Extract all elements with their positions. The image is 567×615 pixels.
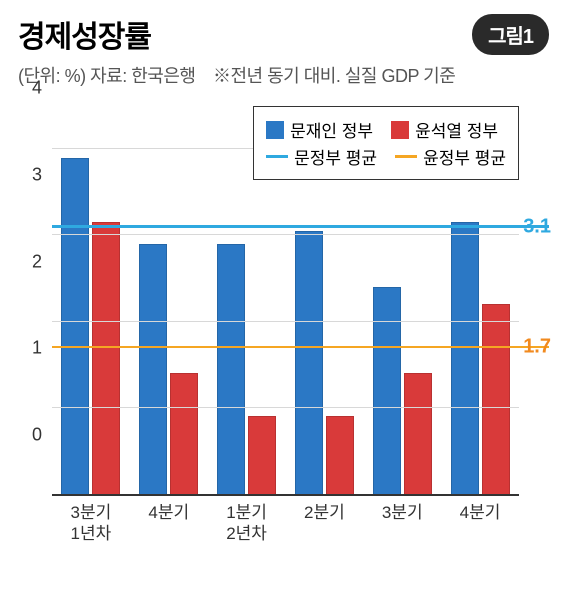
bar — [170, 373, 198, 494]
bar — [92, 222, 120, 494]
x-tick-label: 4분기 — [139, 502, 199, 545]
bar — [248, 416, 276, 494]
legend-swatch-line — [266, 155, 288, 158]
legend-swatch-box — [266, 121, 284, 139]
legend-item: 문재인 정부 — [266, 117, 373, 142]
y-axis: 01234 — [18, 106, 48, 496]
avg-line-label: 3.1 — [519, 215, 551, 238]
bar — [482, 304, 510, 494]
gridline — [52, 407, 519, 408]
legend-row: 문정부 평균 윤정부 평균 — [266, 144, 506, 169]
legend-item: 윤정부 평균 — [395, 144, 506, 169]
bar — [451, 222, 479, 494]
chart-title: 경제성장률 — [18, 12, 151, 56]
bar-group — [139, 106, 198, 494]
legend-row: 문재인 정부 윤석열 정부 — [266, 117, 506, 142]
y-tick-label: 4 — [32, 78, 42, 99]
legend-label: 문재인 정부 — [290, 117, 373, 142]
bar — [295, 231, 323, 494]
legend-item: 윤석열 정부 — [391, 117, 498, 142]
y-tick-label: 0 — [32, 425, 42, 446]
x-tick-label: 1분기 2년차 — [217, 502, 277, 545]
bar — [326, 416, 354, 494]
figure-badge: 그림1 — [472, 14, 549, 55]
chart-legend: 문재인 정부 윤석열 정부문정부 평균 윤정부 평균 — [253, 106, 519, 180]
legend-item: 문정부 평균 — [266, 144, 377, 169]
gridline — [52, 234, 519, 235]
legend-swatch-line — [395, 155, 417, 158]
chart-header: 경제성장률 그림1 — [0, 0, 567, 62]
legend-label: 문정부 평균 — [294, 144, 377, 169]
x-tick-label: 3분기 — [372, 502, 432, 545]
legend-label: 윤정부 평균 — [423, 144, 506, 169]
bar-group — [61, 106, 120, 494]
gridline — [52, 321, 519, 322]
chart-subtitle: (단위: %) 자료: 한국은행 ※전년 동기 대비. 실질 GDP 기준 — [0, 62, 567, 96]
bar — [217, 244, 245, 494]
bar — [404, 373, 432, 494]
x-tick-label: 2분기 — [294, 502, 354, 545]
legend-label: 윤석열 정부 — [415, 117, 498, 142]
bar — [139, 244, 167, 494]
x-tick-label: 4분기 — [450, 502, 510, 545]
legend-swatch-box — [391, 121, 409, 139]
y-tick-label: 2 — [32, 251, 42, 272]
bar — [61, 158, 89, 494]
bar — [373, 287, 401, 494]
y-tick-label: 1 — [32, 338, 42, 359]
y-tick-label: 3 — [32, 165, 42, 186]
x-axis-labels: 3분기 1년차 4분기 1분기 2년차 2분기 3분기 4분기 — [52, 502, 519, 545]
x-tick-label: 3분기 1년차 — [61, 502, 121, 545]
avg-line-label: 1.7 — [519, 336, 551, 359]
avg-line — [52, 225, 549, 228]
avg-line — [52, 346, 549, 349]
chart-container: 문재인 정부윤석열 정부문정부 평균윤정부 평균 01234 3.11.7 3분… — [18, 106, 549, 536]
